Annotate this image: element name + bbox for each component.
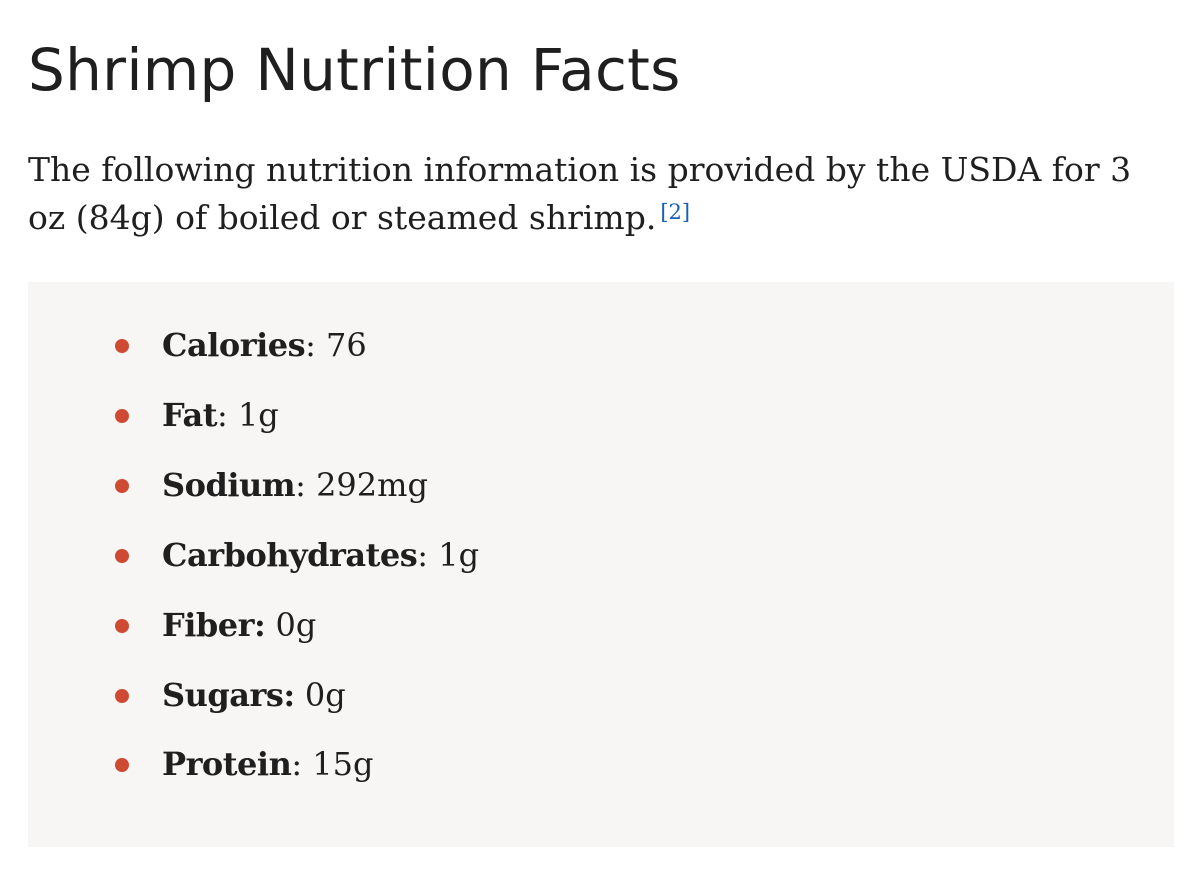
bullet-icon (115, 479, 129, 493)
fact-text: Calories: 76 (162, 320, 367, 370)
fact-separator (295, 676, 305, 714)
fact-name: Calories (162, 326, 306, 364)
fact-value: 76 (326, 326, 367, 364)
fact-value: 0g (304, 676, 346, 714)
fact-separator: : (305, 326, 327, 364)
fact-value: 1g (237, 396, 279, 434)
fact-text: Sugars: 0g (162, 670, 346, 720)
bullet-icon (115, 549, 129, 563)
bullet-icon (115, 689, 129, 703)
fact-separator: : (291, 745, 313, 783)
fact-text: Fiber: 0g (162, 600, 316, 650)
fact-name: Protein (162, 745, 292, 783)
fact-text: Carbohydrates: 1g (162, 530, 479, 580)
bullet-icon (115, 619, 129, 633)
intro-text: The following nutrition information is p… (28, 150, 1132, 237)
fact-name: Fiber: (162, 606, 266, 644)
fact-value: 292mg (316, 466, 428, 504)
fact-separator: : (216, 396, 238, 434)
fact-text: Fat: 1g (162, 390, 279, 440)
bullet-icon (115, 339, 129, 353)
fact-name: Carbohydrates (162, 536, 418, 574)
fact-separator: : (417, 536, 439, 574)
nutrition-facts-box: Calories: 76 Fat: 1g Sodium: 292mg Carbo… (28, 282, 1174, 847)
bullet-icon (115, 758, 129, 772)
fact-text: Protein: 15g (162, 739, 373, 789)
bullet-icon (115, 409, 129, 423)
fact-separator: : (295, 466, 317, 504)
fact-value: 15g (312, 745, 374, 783)
page-title: Shrimp Nutrition Facts (28, 36, 681, 104)
intro-paragraph: The following nutrition information is p… (28, 146, 1178, 242)
fact-name: Fat (162, 396, 217, 434)
fact-text: Sodium: 292mg (162, 460, 428, 510)
fact-name: Sodium (162, 466, 296, 504)
fact-value: 1g (438, 536, 480, 574)
fact-separator (265, 606, 275, 644)
fact-value: 0g (275, 606, 317, 644)
fact-name: Sugars: (162, 676, 295, 714)
reference-link[interactable]: [2] (660, 200, 691, 224)
